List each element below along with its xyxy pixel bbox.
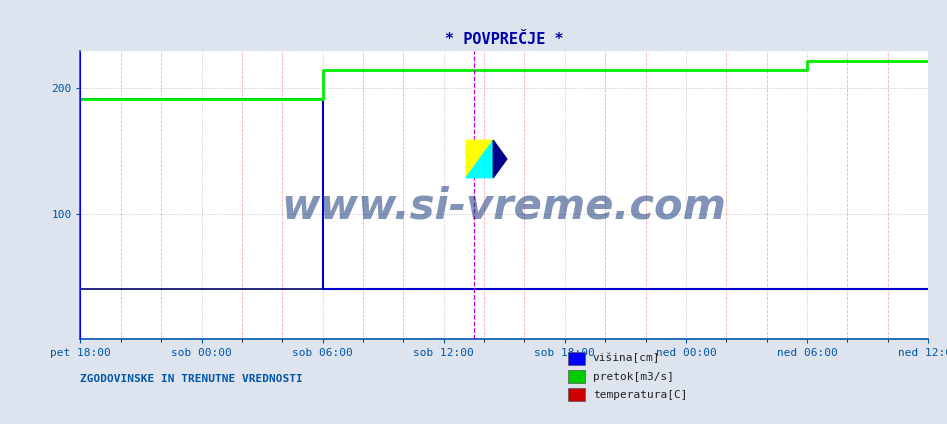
- Text: višina[cm]: višina[cm]: [593, 353, 660, 363]
- Text: pretok[m3/s]: pretok[m3/s]: [593, 371, 674, 382]
- Polygon shape: [493, 140, 507, 178]
- Title: * POVPREČJE *: * POVPREČJE *: [445, 32, 563, 47]
- Text: temperatura[C]: temperatura[C]: [593, 390, 688, 400]
- Polygon shape: [466, 140, 493, 178]
- Text: www.si-vreme.com: www.si-vreme.com: [282, 186, 726, 228]
- Text: ZGODOVINSKE IN TRENUTNE VREDNOSTI: ZGODOVINSKE IN TRENUTNE VREDNOSTI: [80, 374, 303, 384]
- Polygon shape: [466, 140, 493, 178]
